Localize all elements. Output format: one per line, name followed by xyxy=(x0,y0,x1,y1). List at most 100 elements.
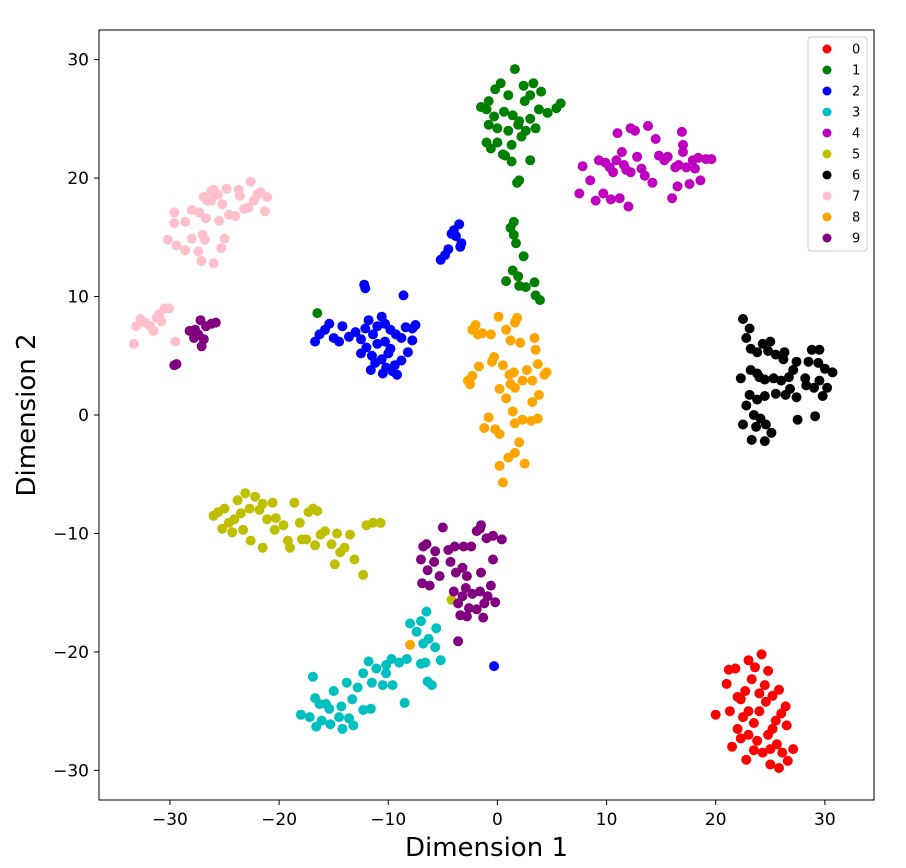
point-class-4 xyxy=(619,160,629,170)
point-class-8 xyxy=(515,337,526,348)
point-class-8 xyxy=(485,329,496,340)
point-class-3 xyxy=(304,712,315,723)
point-class-6 xyxy=(752,394,763,405)
point-class-5 xyxy=(332,528,342,539)
point-class-6 xyxy=(827,367,838,378)
point-class-4 xyxy=(598,188,609,199)
point-class-4 xyxy=(590,195,601,206)
point-class-0 xyxy=(740,686,751,696)
point-class-2 xyxy=(489,661,500,672)
series-5 xyxy=(208,488,457,605)
point-class-2 xyxy=(448,225,459,236)
point-class-5 xyxy=(244,503,255,514)
point-class-2 xyxy=(381,362,392,373)
point-class-4 xyxy=(706,154,717,165)
point-class-1 xyxy=(555,98,566,109)
point-class-1 xyxy=(535,295,545,306)
point-class-3 xyxy=(416,658,426,669)
point-class-6 xyxy=(803,356,814,367)
point-class-3 xyxy=(405,618,416,629)
point-class-7 xyxy=(217,199,228,210)
point-class-9 xyxy=(171,359,182,370)
point-class-5 xyxy=(375,517,386,528)
series-4 xyxy=(574,121,717,212)
point-class-3 xyxy=(431,623,442,634)
point-class-8 xyxy=(509,418,520,429)
point-class-0 xyxy=(748,718,759,728)
point-class-3 xyxy=(381,660,392,670)
point-class-4 xyxy=(625,167,636,178)
point-class-8 xyxy=(467,370,478,381)
point-class-0 xyxy=(746,674,757,685)
point-class-7 xyxy=(196,256,207,266)
point-class-6 xyxy=(751,421,762,432)
point-class-7 xyxy=(162,234,173,245)
point-class-8 xyxy=(530,344,541,355)
point-class-7 xyxy=(131,321,142,332)
point-class-6 xyxy=(801,380,812,391)
point-class-6 xyxy=(819,363,830,374)
point-class-3 xyxy=(334,712,345,723)
point-class-5 xyxy=(312,506,323,516)
point-class-9 xyxy=(479,598,490,609)
point-class-9 xyxy=(488,554,498,565)
point-class-5 xyxy=(282,535,293,546)
point-class-1 xyxy=(518,80,529,91)
point-class-1 xyxy=(533,104,544,115)
point-class-8 xyxy=(533,389,544,400)
point-class-0 xyxy=(727,741,738,752)
point-class-8 xyxy=(521,365,532,375)
point-class-1 xyxy=(542,107,553,118)
point-class-0 xyxy=(730,663,741,674)
legend-label: 4 xyxy=(852,127,860,142)
point-class-8 xyxy=(493,311,504,322)
point-class-6 xyxy=(765,336,776,347)
y-axis: −30 −20 −10 0 10 20 30 xyxy=(53,51,99,781)
point-class-8 xyxy=(483,412,494,423)
point-class-4 xyxy=(632,151,643,162)
point-class-4 xyxy=(604,162,615,173)
point-class-0 xyxy=(767,690,778,701)
point-class-6 xyxy=(763,346,774,356)
point-class-9 xyxy=(430,546,441,557)
point-class-7 xyxy=(193,246,204,257)
point-class-3 xyxy=(336,701,347,712)
point-class-1 xyxy=(506,156,517,167)
point-class-5 xyxy=(240,488,251,499)
point-class-6 xyxy=(744,389,755,400)
point-class-4 xyxy=(647,177,658,188)
point-class-7 xyxy=(163,303,174,314)
legend-item-2: 2 xyxy=(822,85,860,100)
point-class-5 xyxy=(250,491,261,502)
point-class-6 xyxy=(766,427,777,438)
point-class-2 xyxy=(398,290,409,301)
point-class-9 xyxy=(417,578,428,589)
point-class-8 xyxy=(501,324,512,335)
point-class-2 xyxy=(372,321,383,332)
point-class-1 xyxy=(485,143,496,154)
point-class-6 xyxy=(754,372,765,383)
point-class-9 xyxy=(450,567,461,578)
point-class-1 xyxy=(529,277,540,288)
legend-label: 0 xyxy=(852,43,860,58)
legend-label: 6 xyxy=(852,169,860,184)
point-class-4 xyxy=(673,160,684,170)
point-class-4 xyxy=(672,181,683,192)
x-tick-label: 10 xyxy=(596,810,618,830)
point-class-8 xyxy=(507,406,518,417)
point-class-0 xyxy=(721,678,732,689)
point-class-8 xyxy=(489,352,500,362)
point-class-7 xyxy=(230,211,241,221)
point-class-2 xyxy=(376,354,387,365)
point-class-9 xyxy=(418,541,429,552)
point-class-9 xyxy=(475,586,485,597)
point-class-4 xyxy=(650,134,661,144)
point-class-3 xyxy=(381,668,392,679)
legend-label: 9 xyxy=(852,232,860,247)
point-class-9 xyxy=(416,554,426,565)
point-class-5 xyxy=(238,524,249,535)
point-class-0 xyxy=(732,691,743,702)
point-class-1 xyxy=(530,123,541,134)
point-class-5 xyxy=(294,517,305,528)
point-class-3 xyxy=(337,723,348,734)
